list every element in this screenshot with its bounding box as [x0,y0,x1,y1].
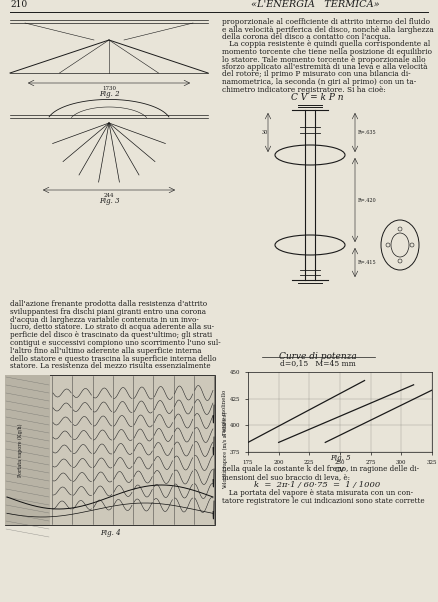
Text: La coppia resistente è quindi quella corrispondente al: La coppia resistente è quindi quella cor… [222,40,430,49]
Text: namometrica, la seconda (n giri al primo) con un ta-: namometrica, la seconda (n giri al primo… [222,78,416,86]
Text: «L'ENERGIA   TERMICA»: «L'ENERGIA TERMICA» [251,0,379,9]
Text: sforzo applicato all'estremità di una leva e alla velocità: sforzo applicato all'estremità di una le… [222,63,427,71]
Bar [5,375,50,525]
Text: lucro, detto statore. Lo strato di acqua aderente alla su-: lucro, detto statore. Lo strato di acqua… [10,323,214,331]
Text: chimetro indicatore registratore. Si ha cioè:: chimetro indicatore registratore. Si ha … [222,85,386,93]
Text: dall'azione frenante prodotta dalla resistenza d'attrito: dall'azione frenante prodotta dalla resi… [10,300,207,308]
Text: Velocità vapore (m/s al scarico): Velocità vapore (m/s al scarico) [223,411,228,489]
Text: dello statore e questo trascina la superficie interna dello: dello statore e questo trascina la super… [10,355,216,362]
Text: e alla velocità periferica del disco, nonchè alla larghezza: e alla velocità periferica del disco, no… [222,25,434,34]
X-axis label: CV: CV [335,466,345,474]
Ellipse shape [275,145,345,165]
Bar [5,375,215,525]
Text: Fig. 2: Fig. 2 [99,90,119,98]
Text: 244: 244 [104,193,114,198]
Text: k  =  2π·1 / 60·75  =  1 / 1000: k = 2π·1 / 60·75 = 1 / 1000 [254,481,380,489]
Text: 1730: 1730 [102,86,116,91]
Text: d'acqua di larghezza variabile contenuta in un invo-: d'acqua di larghezza variabile contenuta… [10,315,199,324]
Text: perficie del disco è trascinato da quest'ultimo; gli strati: perficie del disco è trascinato da quest… [10,331,212,339]
Text: Curve di potenza: Curve di potenza [279,352,357,361]
Text: Fig. 4: Fig. 4 [100,529,120,537]
Text: statore. La resistenza del mezzo risulta essenzialmente: statore. La resistenza del mezzo risulta… [10,362,211,370]
Y-axis label: raggio molinello: raggio molinello [222,389,227,435]
Text: 30: 30 [261,130,268,135]
Text: R=.415: R=.415 [358,260,377,265]
Text: della corona del disco a contatto con l'acqua.: della corona del disco a contatto con l'… [222,33,391,41]
Text: 210: 210 [10,0,27,9]
Ellipse shape [275,235,345,255]
Text: sviluppantesi fra dischi piani giranti entro una corona: sviluppantesi fra dischi piani giranti e… [10,308,206,316]
Text: l'altro fino all'ultimo aderente alla superficie interna: l'altro fino all'ultimo aderente alla su… [10,347,201,355]
Text: lo statore. Tale momento torcente è proporzionale allo: lo statore. Tale momento torcente è prop… [222,55,426,63]
Text: C V = k P n: C V = k P n [291,93,343,102]
Text: contigui e successivi compiono uno scorrimento l'uno sul-: contigui e successivi compiono uno scorr… [10,339,221,347]
Text: proporzionale al coefficiente di attrito interno del fluido: proporzionale al coefficiente di attrito… [222,18,430,26]
Text: R=.420: R=.420 [358,197,377,202]
Text: momento torcente che tiene nella posizione di equilibrio: momento torcente che tiene nella posizio… [222,48,432,56]
Text: R=.635: R=.635 [358,130,377,135]
Text: Fig. 3: Fig. 3 [99,197,119,205]
Text: nella quale la costante k del freno, in ragione delle di-: nella quale la costante k del freno, in … [222,465,419,473]
Text: Fig. 5: Fig. 5 [330,454,350,462]
Text: tatore registratore le cui indicazioni sono state corrette: tatore registratore le cui indicazioni s… [222,497,424,505]
Text: d=0,15   M=45 mm: d=0,15 M=45 mm [280,359,356,367]
Ellipse shape [381,220,419,270]
Text: Portata vapore (Kg/h): Portata vapore (Kg/h) [18,423,23,477]
Text: La portata del vapore è stata misurata con un con-: La portata del vapore è stata misurata c… [222,489,413,497]
Text: mensioni del suo braccio di leva, è:: mensioni del suo braccio di leva, è: [222,473,350,481]
Text: del rotore; il primo P misurato con una bilancia di-: del rotore; il primo P misurato con una … [222,70,411,78]
